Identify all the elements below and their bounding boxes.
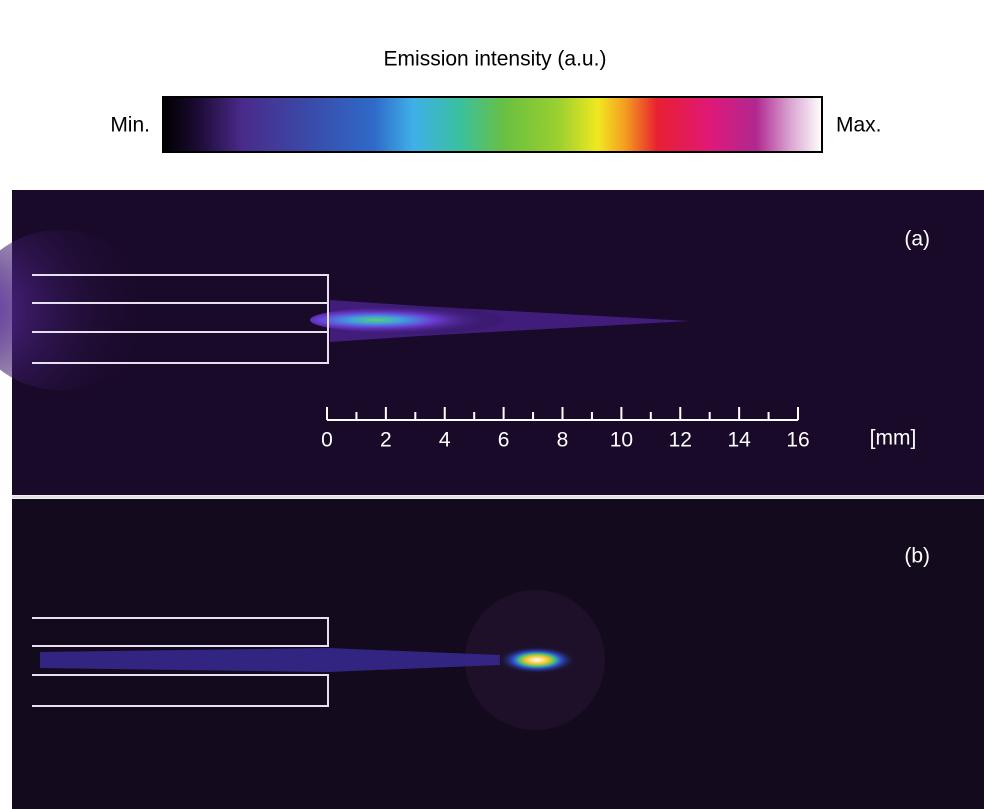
colorbar-min-label: Min. xyxy=(110,114,150,137)
scale-tick-label: 6 xyxy=(498,429,510,452)
panel-background xyxy=(12,190,984,495)
colorbar-max-label: Max. xyxy=(836,114,882,137)
panel-label: (a) xyxy=(904,228,930,251)
glow xyxy=(0,230,150,390)
nozzle xyxy=(32,617,329,707)
scale-bar: 0 2 4 6 8 10 12 14 16 [mm] xyxy=(321,407,916,452)
panel-a: (a) 0 2 4 6 8 10 12 14 16 [mm] xyxy=(0,190,984,495)
plume-core xyxy=(310,306,530,334)
colorbar-title: Emission intensity (a.u.) xyxy=(384,48,607,71)
hot-spot xyxy=(497,646,577,674)
scale-tick-label: 16 xyxy=(786,429,809,452)
scale-tick-label: 10 xyxy=(610,429,633,452)
scale-tick-label: 0 xyxy=(321,429,333,452)
panel-b: (b) xyxy=(12,499,984,809)
scale-tick-label: 12 xyxy=(669,429,692,452)
scale-tick-label: 2 xyxy=(380,429,392,452)
plume xyxy=(40,648,500,672)
scale-tick-label: 8 xyxy=(557,429,569,452)
panel-label: (b) xyxy=(904,545,930,568)
nozzle xyxy=(32,274,329,364)
scale-tick-label: 14 xyxy=(727,429,751,452)
scale-unit: [mm] xyxy=(870,427,917,450)
scale-tick-label: 4 xyxy=(439,429,451,452)
colorbar xyxy=(162,96,823,153)
